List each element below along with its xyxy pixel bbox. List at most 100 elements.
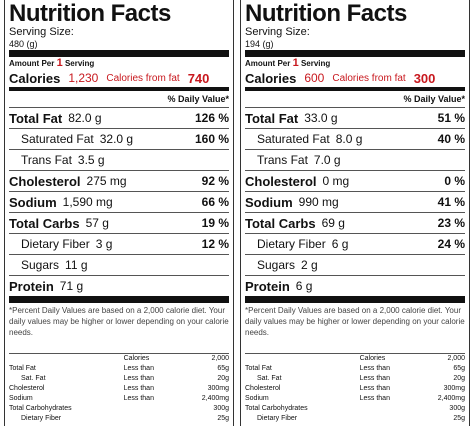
daily-value: 23 % — [437, 216, 465, 230]
cell: Less than — [359, 385, 390, 392]
nutrient-row: Cholesterol 0 mg 0 % — [245, 170, 465, 191]
nutrition-label: Nutrition Facts Serving Size: 480 (g) Amoun… — [4, 0, 234, 426]
nutrient-amount: 32.0 g — [99, 132, 134, 146]
nutrient-name: Sugars — [257, 258, 296, 272]
dv-table-row: Total Fat Less than 65g — [245, 364, 465, 374]
cell: Less than — [123, 385, 154, 392]
daily-value: 66 % — [201, 195, 229, 209]
amount-count: 1 — [56, 57, 63, 69]
nutrient-amount: 990 mg — [298, 195, 339, 209]
dv-table-row: Total Fat Less than 65g — [9, 364, 229, 374]
daily-value: 160 % — [194, 132, 229, 146]
cell: Cholesterol — [9, 385, 45, 392]
serving-size-label: Serving Size: — [245, 26, 310, 38]
dv-table-row: Cholesterol Less than 300mg — [245, 384, 465, 394]
amount-per: Amount Per — [245, 59, 291, 68]
nutrient-row: Protein 6 g — [245, 275, 465, 296]
amount-per-serving: Amount Per 1 Serving — [245, 57, 465, 69]
dv-table-row: Sodium Less than 2,400mg — [9, 394, 229, 404]
nutrient-name: Cholesterol — [9, 173, 81, 189]
nutrient-name: Total Fat — [9, 110, 63, 126]
cell — [360, 404, 416, 414]
cell: Dietary Fiber — [257, 415, 298, 422]
dv-table: Calories 2,000 Total Fat Less than 65g Sat. F… — [9, 354, 229, 424]
daily-value: 40 % — [437, 132, 465, 146]
cell: 300g — [213, 405, 229, 412]
nutrient-amount: 33.0 g — [304, 111, 338, 125]
footnote: *Percent Daily Values are based on a 2,0… — [245, 303, 465, 354]
cell: 2,000 — [211, 355, 229, 362]
cell: Cholesterol — [245, 385, 281, 392]
cell: Dietary Fiber — [21, 415, 62, 422]
nutrient-name: Total Carbs — [245, 215, 316, 231]
divider — [245, 50, 465, 57]
cell: Less than — [123, 375, 154, 382]
divider — [9, 296, 229, 303]
cell: 25g — [453, 415, 465, 422]
calories-label: Calories — [245, 70, 297, 86]
cell: 2,000 — [447, 355, 465, 362]
calories-label: Calories — [9, 70, 61, 86]
nutrient-name: Cholesterol — [245, 173, 317, 189]
amount-unit: Serving — [64, 59, 95, 68]
cell — [360, 414, 416, 424]
cell: 2,400mg — [437, 395, 465, 402]
nutrient-row: Trans Fat 3.5 g — [9, 149, 229, 170]
cell: Less than — [123, 395, 154, 402]
divider — [9, 50, 229, 57]
cell: 300g — [449, 405, 465, 412]
nutrient-row: Total Carbs 69 g 23 % — [245, 212, 465, 233]
amount-count: 1 — [292, 57, 299, 69]
cell: Total Carbohydrates — [245, 405, 308, 412]
dv-table-row: Sodium Less than 2,400mg — [245, 394, 465, 404]
cell — [124, 414, 180, 424]
cell — [245, 354, 360, 364]
cell: Sat. Fat — [21, 375, 46, 382]
daily-value: 0 % — [444, 174, 465, 188]
nutrient-name: Trans Fat — [257, 153, 308, 167]
nutrition-label: Nutrition Facts Serving Size: 194 (g) Amoun… — [240, 0, 470, 426]
dv-table: Calories 2,000 Total Fat Less than 65g Sat. F… — [245, 354, 465, 424]
serving-size-label: Serving Size: — [9, 26, 74, 38]
dv-table-row: Sat. Fat Less than 20g — [9, 374, 229, 384]
dv-table-row: Dietary Fiber 25g — [245, 414, 465, 424]
nutrient-row: Protein 71 g — [9, 275, 229, 296]
serving-size: 480 (g) — [9, 39, 38, 49]
calories-fat-value: 740 — [187, 70, 210, 86]
nutrient-row: Total Fat 82.0 g 126 % — [9, 107, 229, 128]
title: Nutrition Facts — [9, 0, 171, 27]
title: Nutrition Facts — [245, 0, 407, 27]
dv-table-row: Total Carbohydrates 300g — [245, 404, 465, 414]
calories-value: 1,230 — [68, 71, 99, 85]
divider — [245, 296, 465, 303]
nutrient-row: Dietary Fiber 6 g 24 % — [245, 233, 465, 254]
cell: Less than — [359, 375, 390, 382]
nutrient-name: Dietary Fiber — [21, 237, 90, 251]
nutrient-name: Protein — [245, 278, 290, 294]
cell: Total Carbohydrates — [9, 405, 72, 412]
nutrient-row: Trans Fat 7.0 g — [245, 149, 465, 170]
cell: 300mg — [443, 385, 465, 392]
dv-table-row: Dietary Fiber 25g — [9, 414, 229, 424]
amount-unit: Serving — [300, 59, 331, 68]
nutrient-amount: 7.0 g — [313, 153, 341, 167]
cell: Sat. Fat — [257, 375, 282, 382]
cell: 65g — [453, 365, 465, 372]
footnote: *Percent Daily Values are based on a 2,0… — [9, 303, 229, 354]
nutrient-amount: 6 g — [331, 237, 349, 251]
cell: Calories — [359, 355, 386, 362]
cell: Sodium — [245, 395, 269, 402]
nutrient-amount: 8.0 g — [335, 132, 363, 146]
nutrient-row: Sugars 11 g — [9, 254, 229, 275]
nutrient-amount: 1,590 mg — [62, 195, 113, 209]
nutrient-amount: 6 g — [295, 279, 313, 293]
nutrient-name: Saturated Fat — [257, 132, 330, 146]
nutrient-row: Saturated Fat 32.0 g 160 % — [9, 128, 229, 149]
nutrient-name: Sugars — [21, 258, 60, 272]
nutrient-row: Total Carbs 57 g 19 % — [9, 212, 229, 233]
cell: Total Fat — [9, 365, 36, 372]
dv-header: % Daily Value* — [167, 94, 229, 104]
cell: 20g — [453, 375, 465, 382]
nutrient-amount: 275 mg — [86, 174, 127, 188]
